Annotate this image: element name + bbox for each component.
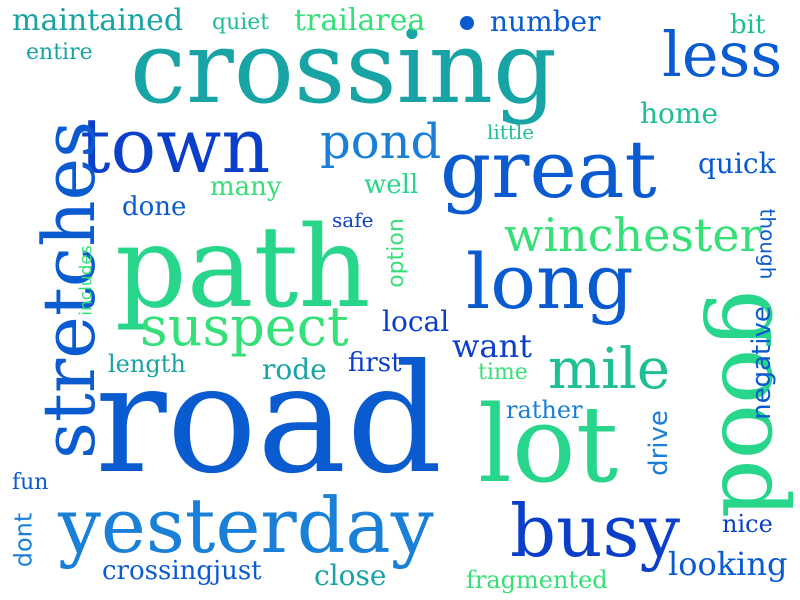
word-pond: pond — [320, 114, 442, 170]
word-home: home — [640, 97, 719, 130]
word-safe: safe — [332, 208, 374, 232]
word-want: want — [452, 327, 532, 365]
word-crossingjust: crossingjust — [102, 556, 262, 586]
word-less: less — [662, 18, 783, 91]
word-number: number — [490, 5, 601, 38]
word-though: though — [755, 208, 780, 280]
word-quick: quick — [698, 147, 776, 180]
word-little: little — [487, 120, 535, 144]
word-long: long — [466, 237, 634, 326]
word-includes: includes — [76, 245, 97, 316]
word-mile: mile — [548, 337, 671, 402]
word-negative: negative — [746, 306, 777, 420]
word-dont: dont — [9, 512, 38, 568]
dot-mark — [460, 16, 474, 30]
word-done: done — [122, 192, 187, 222]
word-fun: fun — [12, 470, 49, 495]
word-busy: busy — [510, 489, 681, 573]
word-fragmented: fragmented — [466, 566, 608, 594]
word-trailarea: trailarea — [294, 3, 426, 38]
word-nice: nice — [722, 510, 773, 538]
word-option: option — [383, 218, 409, 288]
word-rode: rode — [262, 353, 327, 386]
word-crossing: crossing — [130, 9, 558, 126]
word-looking: looking — [668, 545, 788, 583]
word-yesterday: yesterday — [58, 481, 434, 570]
word-drive: drive — [643, 410, 674, 476]
word-maintained: maintained — [12, 3, 184, 38]
word-quiet: quiet — [212, 10, 270, 35]
word-lot: lot — [478, 383, 619, 506]
word-first: first — [348, 348, 402, 378]
word-close: close — [314, 559, 387, 592]
word-bit: bit — [730, 10, 766, 40]
word-many: many — [210, 172, 282, 202]
word-well: well — [364, 170, 419, 200]
word-entire: entire — [26, 40, 93, 65]
word-suspect: suspect — [140, 295, 349, 358]
word-path: path — [115, 203, 371, 333]
word-time: time — [478, 360, 528, 385]
word-great: great — [440, 123, 657, 216]
word-road: road — [95, 333, 443, 507]
word-local: local — [382, 305, 450, 338]
word-town: town — [80, 101, 271, 190]
word-length: length — [108, 350, 186, 378]
word-rather: rather — [506, 396, 583, 424]
word-winchester: winchester — [504, 208, 762, 262]
